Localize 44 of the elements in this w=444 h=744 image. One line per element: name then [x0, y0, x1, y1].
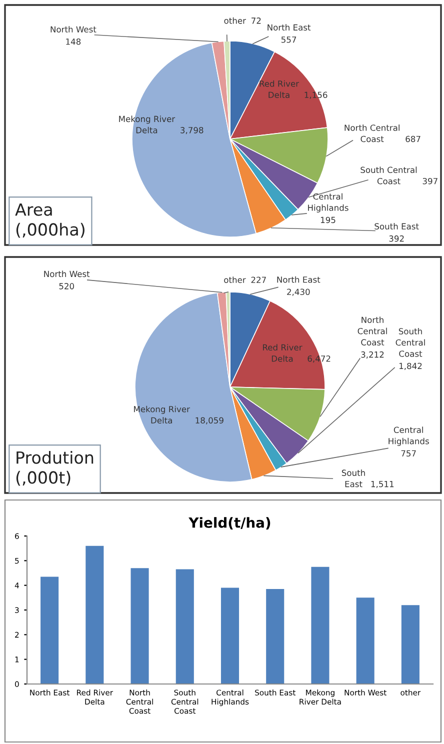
slice-label: Red River Delta [260, 80, 300, 98]
data-label: 195 [320, 216, 336, 224]
data-label: 3,798 [180, 127, 204, 134]
text: Prodution (,000t) [16, 450, 94, 486]
data-label: 3,212 [361, 351, 384, 359]
bar [86, 546, 104, 684]
data-label: 227 [251, 276, 266, 283]
data-label: 397 [422, 178, 438, 184]
slice-label: South East [374, 223, 419, 230]
data-label: 520 [59, 283, 74, 290]
slice-label: Central Highlands [308, 193, 348, 212]
data-label: 392 [389, 235, 404, 242]
slice-label: North East [277, 276, 320, 283]
bar [130, 568, 149, 684]
bar [401, 605, 420, 684]
data-label: 1,511 [371, 480, 394, 488]
slice-label: Central Highlands [388, 426, 429, 446]
slice-label: other [224, 276, 246, 284]
slice-label: North West [44, 270, 90, 278]
data-label: 18,059 [196, 417, 224, 424]
data-label: 148 [66, 38, 81, 45]
bar [266, 589, 284, 684]
bar [40, 576, 59, 684]
bar [176, 569, 194, 684]
slice-label: Red River Delta [263, 344, 302, 362]
slice-label: South Central Coast [360, 166, 417, 184]
slice-label: North Central Coast [344, 124, 400, 142]
data-label: 1,842 [399, 362, 422, 370]
data-label: 72 [252, 18, 261, 24]
bar [356, 598, 374, 684]
bar [311, 566, 330, 684]
data-label: 2,430 [287, 288, 310, 296]
slice-label: North East [268, 24, 311, 31]
bar [220, 588, 240, 684]
text: Area (,000ha) [15, 203, 84, 238]
data-label: 757 [401, 450, 416, 457]
slice-label: North West [50, 26, 96, 33]
data-label: 557 [281, 36, 296, 43]
slice-label: other [224, 17, 246, 24]
slice-label: South Central Coast [396, 328, 425, 357]
slice-label: North Central Coast [358, 316, 387, 346]
chart-title: Yield(t/ha) [188, 517, 270, 530]
slice-label: South East [342, 470, 365, 488]
data-label: 687 [406, 136, 420, 142]
